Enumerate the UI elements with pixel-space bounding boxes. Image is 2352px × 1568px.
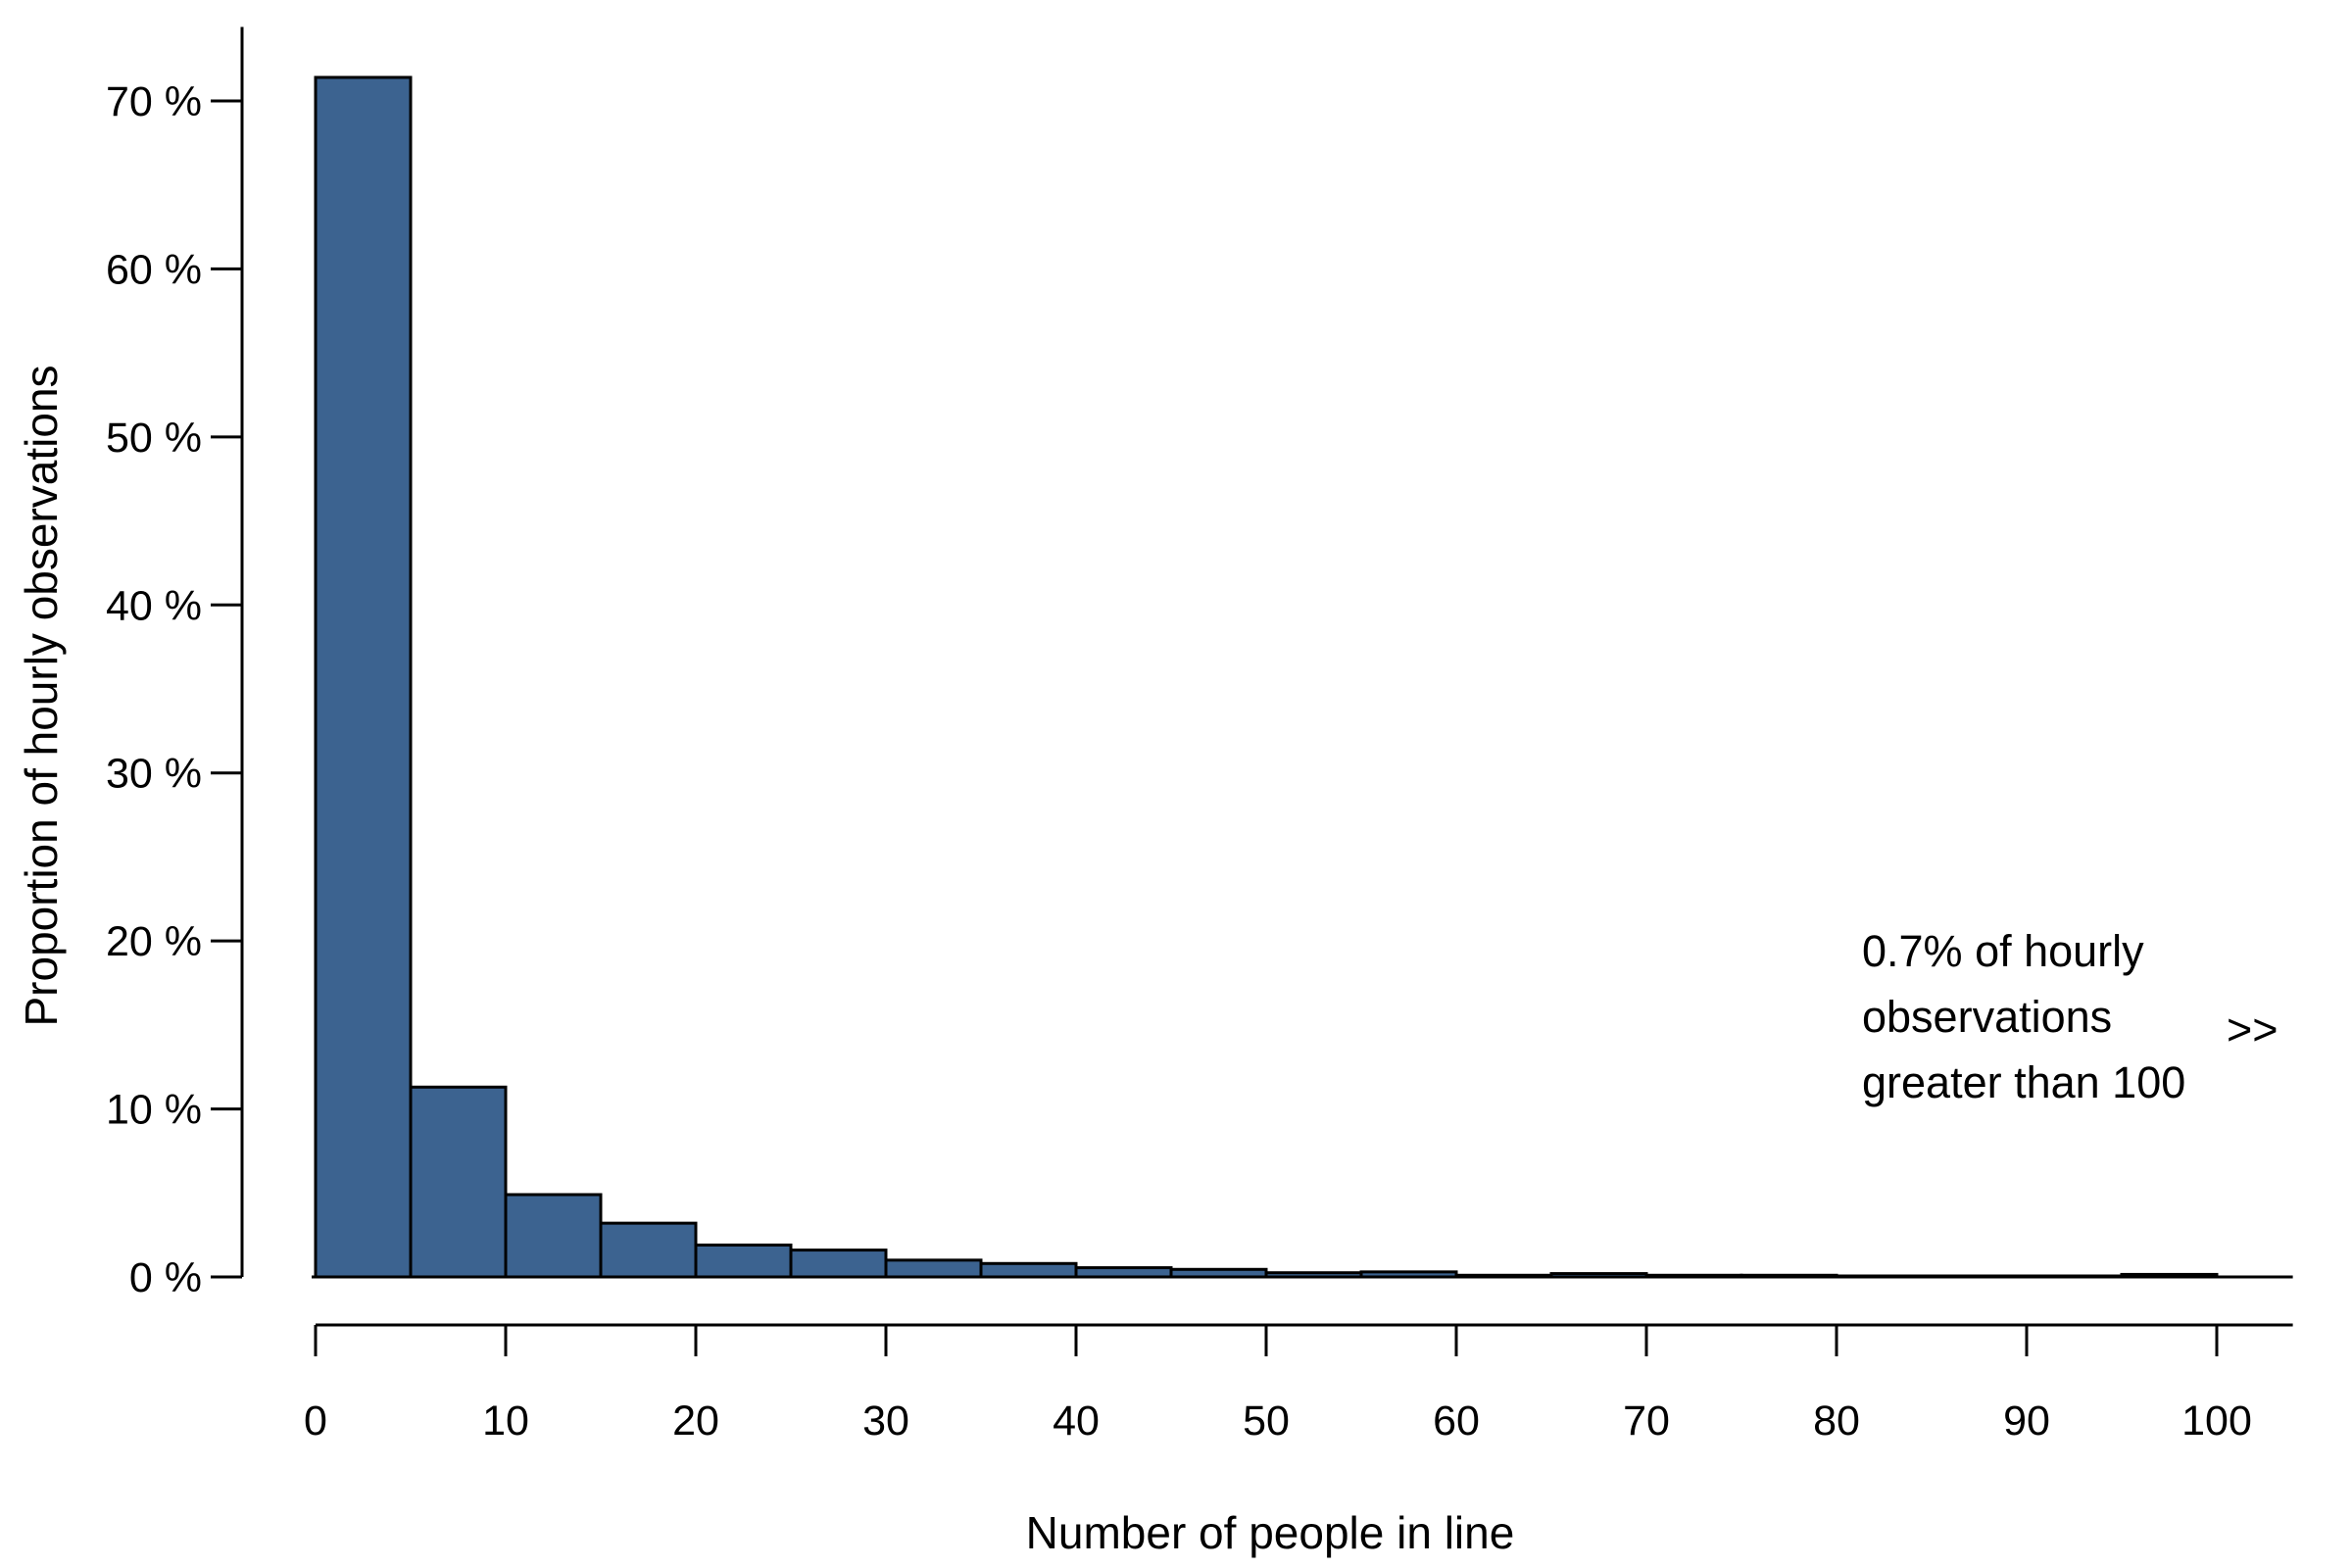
- y-tick-label: 50 %: [106, 415, 202, 462]
- histogram-bar-25-30: [789, 1249, 888, 1279]
- x-tick-label: 80: [1813, 1397, 1860, 1445]
- annotation: 0.7% of hourly observations greater than 1…: [1862, 926, 2278, 1107]
- histogram-bar-10-15: [504, 1193, 603, 1279]
- x-axis-title: Number of people in line: [1026, 1507, 1515, 1558]
- annotation-line: greater than 100: [1862, 1057, 2185, 1107]
- x-tick-label: 0: [304, 1397, 327, 1445]
- histogram-bar-5-10: [409, 1085, 508, 1279]
- x-tick-label: 40: [1053, 1397, 1100, 1445]
- histogram-bar-0-5: [314, 75, 413, 1279]
- y-tick-label: 20 %: [106, 918, 202, 965]
- y-tick-label: 0 %: [129, 1254, 202, 1301]
- y-tick-label: 10 %: [106, 1087, 202, 1134]
- x-tick-label: 10: [482, 1397, 529, 1445]
- y-tick-label: 40 %: [106, 582, 202, 629]
- y-tick-label: 70 %: [106, 78, 202, 125]
- x-tick-label: 100: [2181, 1397, 2252, 1445]
- x-tick-label: 90: [2003, 1397, 2050, 1445]
- y-axis: 0 % 10 % 20 % 30 % 40 % 50 % 60 % 70 %: [106, 26, 244, 1301]
- bars-group: [314, 75, 2219, 1279]
- y-axis-title: Proportion of hourly observations: [16, 365, 67, 1026]
- x-tick-label: 50: [1243, 1397, 1290, 1445]
- x-axis: 0 10 20 30 40 50 60 70 80 90 100: [304, 1323, 2293, 1445]
- x-tick-label: 60: [1433, 1397, 1480, 1445]
- histogram-bar-35-40: [979, 1261, 1078, 1279]
- histogram-bar-30-35: [884, 1258, 983, 1279]
- x-tick-label: 70: [1623, 1397, 1670, 1445]
- x-tick-label: 30: [862, 1397, 909, 1445]
- overflow-arrow-icon: >>: [2227, 1004, 2278, 1054]
- annotation-line: 0.7% of hourly: [1862, 926, 2144, 976]
- y-tick-label: 30 %: [106, 751, 202, 798]
- histogram-bar-20-25: [694, 1243, 793, 1279]
- annotation-line: observations: [1862, 992, 2112, 1042]
- x-tick-label: 20: [672, 1397, 719, 1445]
- histogram-bar-15-20: [599, 1221, 698, 1279]
- y-tick-label: 60 %: [106, 246, 202, 293]
